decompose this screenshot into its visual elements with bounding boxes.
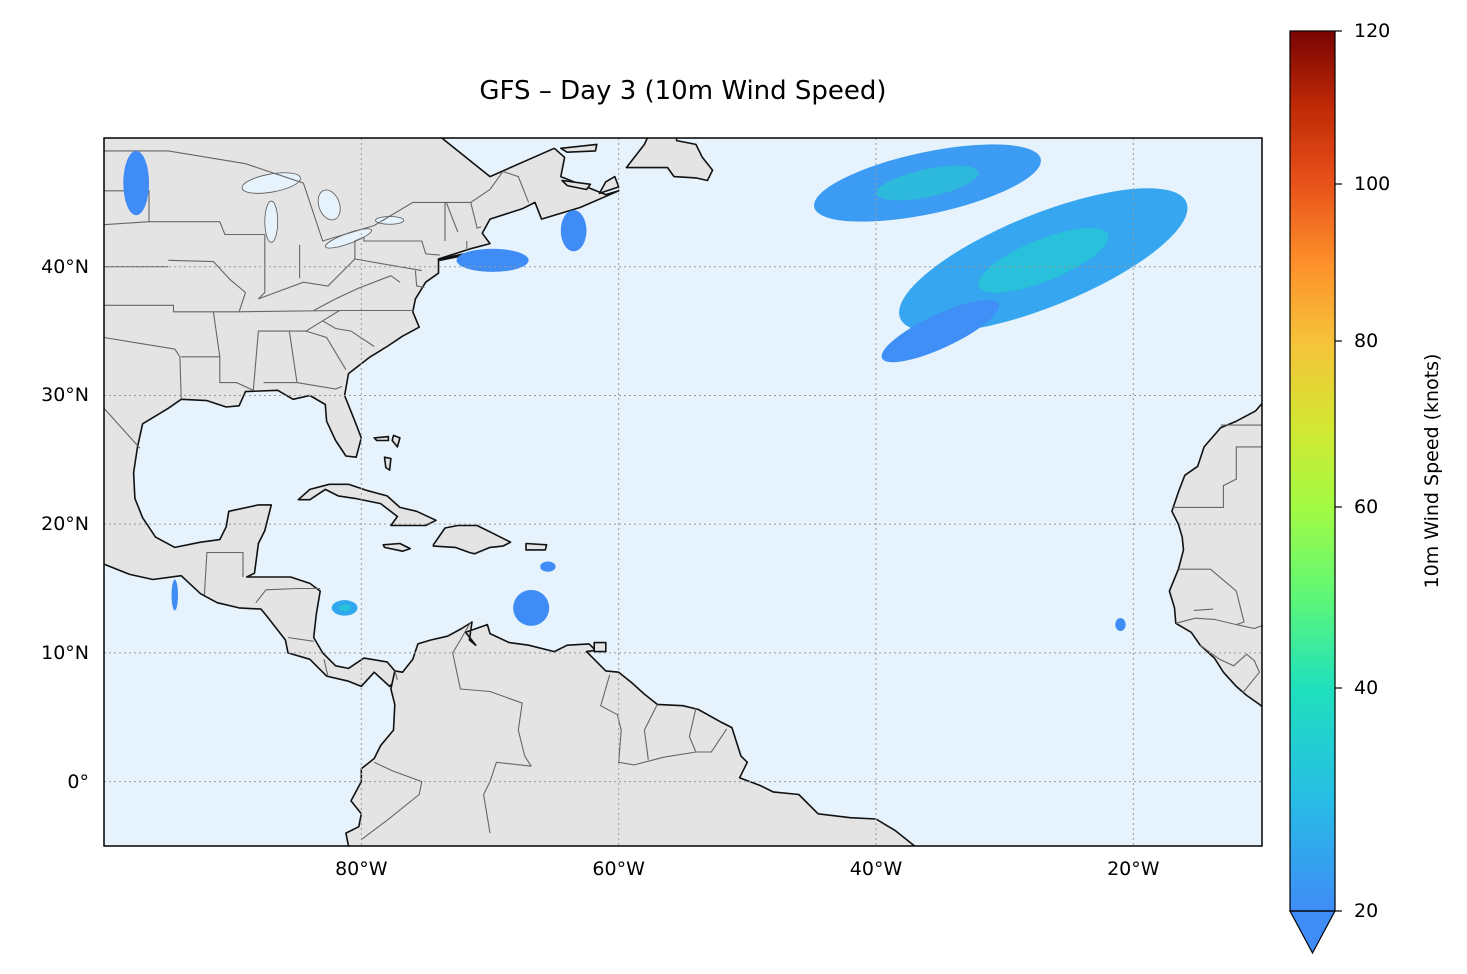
colorbar-tick-label: 60 — [1354, 496, 1379, 518]
border-line — [1175, 568, 1245, 626]
border-line — [363, 237, 440, 256]
colorbar-extend-min — [1288, 910, 1337, 955]
wind-region-core — [338, 604, 351, 612]
border-line — [452, 621, 532, 767]
landmass-jamaica — [382, 542, 412, 553]
lat-tick-label: 10°N — [41, 641, 89, 664]
lat-tick-label: 30°N — [41, 384, 89, 407]
colorbar-tick-label: 120 — [1354, 20, 1391, 42]
wind-region-cape-cod-patch — [456, 248, 529, 272]
wind-region-azores-tail — [881, 299, 1000, 363]
colorbar-tick-label: 40 — [1354, 677, 1379, 699]
landmass-anticosti — [559, 143, 598, 153]
wind-region-hispaniola-south-patch — [540, 561, 556, 572]
lake — [375, 216, 405, 225]
border-line — [688, 708, 697, 753]
wind-region-tehuantepec-patch — [171, 579, 178, 611]
border-line — [255, 587, 321, 604]
lat-tick-label: 40°N — [41, 255, 89, 278]
border-line — [470, 202, 482, 229]
landmass-trinidad — [593, 641, 607, 653]
border-line — [360, 761, 423, 841]
wind-region-core — [876, 165, 979, 201]
chart-title: GFS – Day 3 (10m Wind Speed) — [479, 76, 887, 106]
lat-tick-label: 0° — [67, 770, 89, 793]
border-line — [322, 320, 375, 347]
landmass-grand-bahama — [373, 435, 390, 442]
border-line — [203, 551, 244, 596]
colorbar-frame — [1289, 30, 1336, 912]
wind-region-nova-scotia-patch — [560, 210, 587, 252]
border-line — [287, 636, 314, 642]
border-line — [1199, 644, 1261, 694]
lake — [317, 189, 341, 221]
landmass-pei — [561, 179, 592, 191]
landmass-andros — [383, 456, 392, 471]
border-line — [104, 407, 141, 449]
lon-tick-label: 40°W — [849, 858, 903, 880]
wind-region-caribbean-patch — [513, 589, 550, 626]
lake — [264, 200, 279, 243]
border-line — [323, 659, 329, 677]
wind-speed-layer — [123, 144, 1188, 632]
wind-region-great-plains-patch — [123, 150, 150, 216]
lon-tick-label: 80°W — [335, 858, 388, 880]
border-line — [258, 236, 365, 300]
border-line — [258, 234, 266, 300]
colorbar-fill — [1290, 31, 1335, 911]
landmass-puerto-rico — [525, 542, 548, 551]
lon-tick-label: 20°W — [1107, 858, 1160, 880]
landmass-newfoundland — [625, 138, 714, 182]
border-line — [289, 310, 340, 332]
border-line — [445, 202, 459, 233]
border-line — [104, 150, 530, 242]
border-line — [1171, 446, 1262, 508]
wind-region-core — [978, 227, 1109, 293]
lon-tick-label: 60°W — [592, 858, 645, 880]
lake — [241, 172, 301, 194]
border-line — [104, 190, 150, 226]
landmass-abaco — [391, 434, 401, 448]
border-line — [212, 311, 221, 357]
border-line — [168, 259, 247, 312]
border-line — [174, 348, 182, 399]
border-line — [643, 704, 658, 760]
border-line — [296, 382, 343, 390]
gridlines — [104, 138, 1262, 846]
border-line — [313, 275, 401, 311]
border-line — [1193, 608, 1214, 611]
border-line — [354, 258, 422, 272]
wind-region-cape-verde-patch — [1115, 618, 1126, 632]
border-line — [305, 330, 347, 370]
colorbar — [1288, 30, 1342, 955]
border-line — [394, 670, 398, 681]
landmass-north-america — [104, 138, 620, 688]
land-layer — [104, 138, 1262, 846]
border-line — [1236, 624, 1262, 630]
colorbar-tick-label: 80 — [1354, 330, 1379, 352]
lat-tick-label: 20°N — [41, 513, 89, 536]
border-line — [695, 728, 728, 753]
landmass-africa — [1168, 402, 1262, 708]
border-line — [104, 336, 175, 350]
landmass-cuba — [297, 483, 437, 527]
colorbar-tick-label: 20 — [1354, 900, 1379, 922]
border-line — [600, 674, 696, 766]
border-line — [104, 304, 415, 313]
border-line — [414, 270, 425, 288]
map-frame — [103, 137, 1263, 847]
colorbar-tick-label: 100 — [1354, 173, 1391, 195]
colorbar-label: 10m Wind Speed (knots) — [1421, 353, 1443, 589]
landmass-cape-breton — [598, 175, 620, 195]
border-line — [181, 330, 298, 392]
border-line — [149, 221, 265, 236]
landmass-hispaniola — [432, 524, 512, 555]
